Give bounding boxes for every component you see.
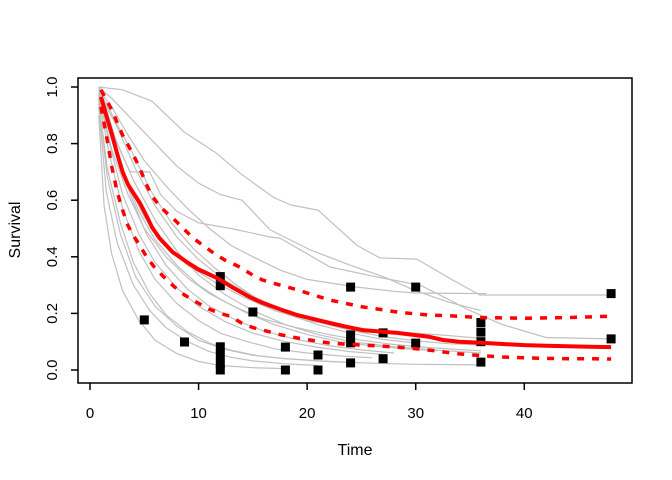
individual-survival-curve [98,98,373,359]
censor-point [139,315,149,325]
individual-survival-curve [98,89,487,295]
censor-point [606,289,616,299]
y-tick-label: 0.4 [44,246,61,267]
censor-point [606,334,616,344]
y-tick-label: 0.2 [44,303,61,324]
x-tick-label: 40 [516,405,533,422]
censor-point [411,282,421,292]
censor-point [411,338,421,348]
censor-point [476,327,486,337]
censor-point [280,342,290,352]
censor-point [215,342,225,352]
censor-point [280,365,290,375]
censor-point [346,330,356,340]
x-tick-label: 0 [86,405,94,422]
censor-point [313,350,323,360]
censor-point [476,318,486,327]
y-tick-label: 0.0 [44,360,61,381]
x-tick-label: 10 [190,405,207,422]
censor-point [215,365,225,375]
censor-point [476,357,486,367]
x-tick-label: 20 [299,405,316,422]
individual-survival-curve [98,86,612,340]
censor-point [248,307,258,317]
censor-point [346,338,356,348]
individual-survival-curve [98,86,612,296]
mean-survival-line [98,96,612,350]
y-tick-label: 0.8 [44,133,61,154]
ci-lower-line [99,106,612,361]
individual-survival-curve [98,106,319,367]
censor-point [215,350,225,360]
individual-survival-curve [98,115,286,370]
censor-point [215,272,225,282]
censor-point [215,359,225,369]
censor-point [180,337,189,347]
y-tick-label: 0.6 [44,190,61,211]
censor-point [215,281,225,291]
individual-survival-curve [98,98,395,354]
y-tick-label: 1.0 [44,77,61,98]
individual-survival-curve [98,92,384,355]
x-tick-label: 30 [407,405,424,422]
ci-upper-line [99,88,612,320]
y-axis-title: Survival [7,201,24,259]
individual-survival-curve [98,86,482,312]
x-axis-title: Time [337,442,373,459]
censor-point [346,282,356,292]
censor-point [313,365,323,375]
censor-point [346,358,356,368]
plot-border [77,77,633,384]
individual-survival-curve [98,103,481,366]
censor-point [378,354,388,364]
